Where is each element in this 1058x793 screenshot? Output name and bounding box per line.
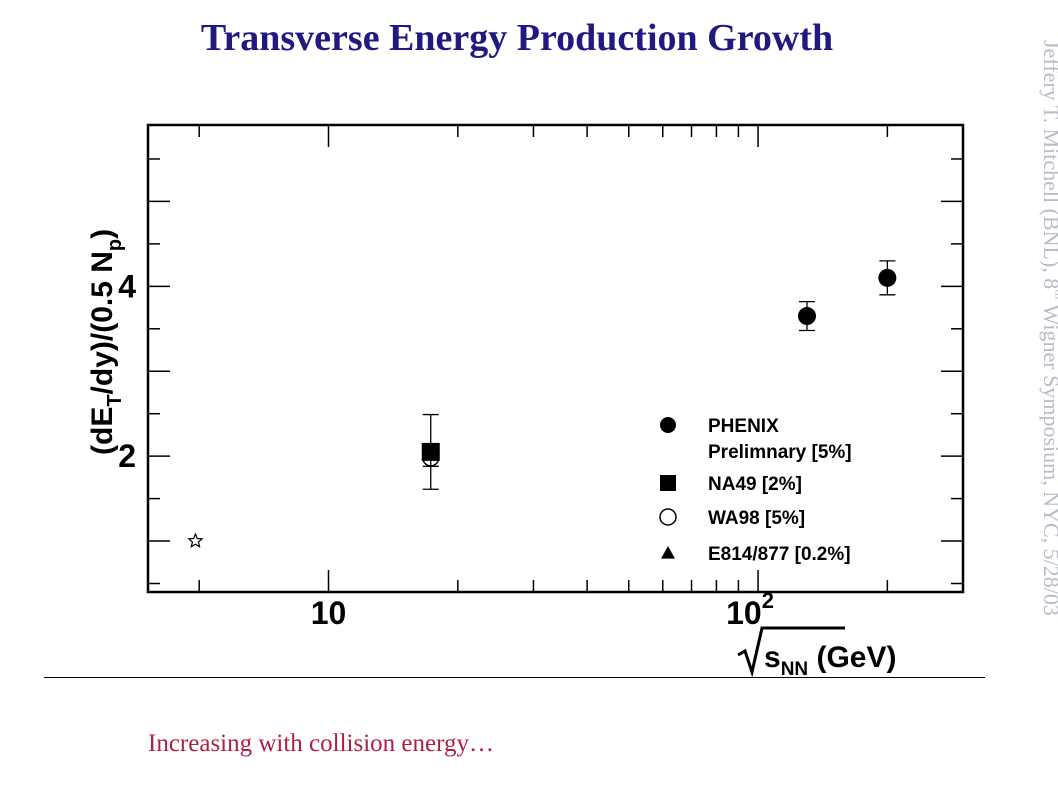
marker-filled-circle	[878, 268, 897, 287]
y-tick-label: 2	[118, 438, 136, 474]
et-chart: 2 4 10 102 PHENIX Prelimnary [5%] NA49 [2%] WA…	[86, 123, 965, 680]
plot-frame-rect	[146, 123, 965, 594]
data-points	[187, 260, 897, 548]
sqrt-symbol	[737, 626, 845, 678]
divider-line	[44, 677, 985, 678]
y-tick-label: 4	[118, 268, 136, 304]
x-tick-label: 102	[726, 588, 774, 631]
x-tick-label: 10	[311, 595, 347, 631]
author-footer: Jeffery T. Mitchell (BNL), 8th Wigner Sy…	[1038, 40, 1058, 616]
axis-tick-labels: 2 4 10 102	[118, 268, 774, 631]
slide-title: Transverse Energy Production Growth	[200, 17, 834, 59]
marker-filled-circle	[660, 417, 676, 433]
author-text-sup: th	[1052, 289, 1058, 300]
legend: PHENIX Prelimnary [5%] NA49 [2%] WA98 [5%] E…	[659, 416, 852, 565]
slide-caption: Increasing with collision energy…	[148, 730, 494, 757]
legend-entry: NA49 [2%]	[708, 474, 802, 495]
marker-open-circle	[659, 508, 677, 526]
marker-filled-circle	[797, 307, 816, 326]
legend-entry: WA98 [5%]	[708, 508, 805, 529]
legend-entry-line2: Prelimnary [5%]	[708, 442, 852, 463]
plot-frame	[146, 123, 965, 594]
author-text-rest: Wigner Symposium, NYC, 5/28/03	[1039, 304, 1058, 616]
x-axis-label-main: sNN (GeV)	[764, 641, 897, 680]
y-axis-label: (dET/dy)/(0.5 Np)	[86, 229, 126, 455]
author-text: Jeffery T. Mitchell (BNL), 8	[1039, 40, 1058, 290]
marker-filled-square	[660, 475, 676, 491]
marker-filled-square	[421, 442, 440, 461]
legend-entry: E814/877 [0.2%]	[708, 544, 851, 565]
axis-ticks	[148, 125, 963, 592]
marker-filled-triangle	[661, 546, 675, 559]
marker-open-star	[187, 532, 204, 548]
x-axis-label: sNN (GeV)	[737, 626, 897, 680]
legend-entry: PHENIX	[708, 416, 779, 437]
